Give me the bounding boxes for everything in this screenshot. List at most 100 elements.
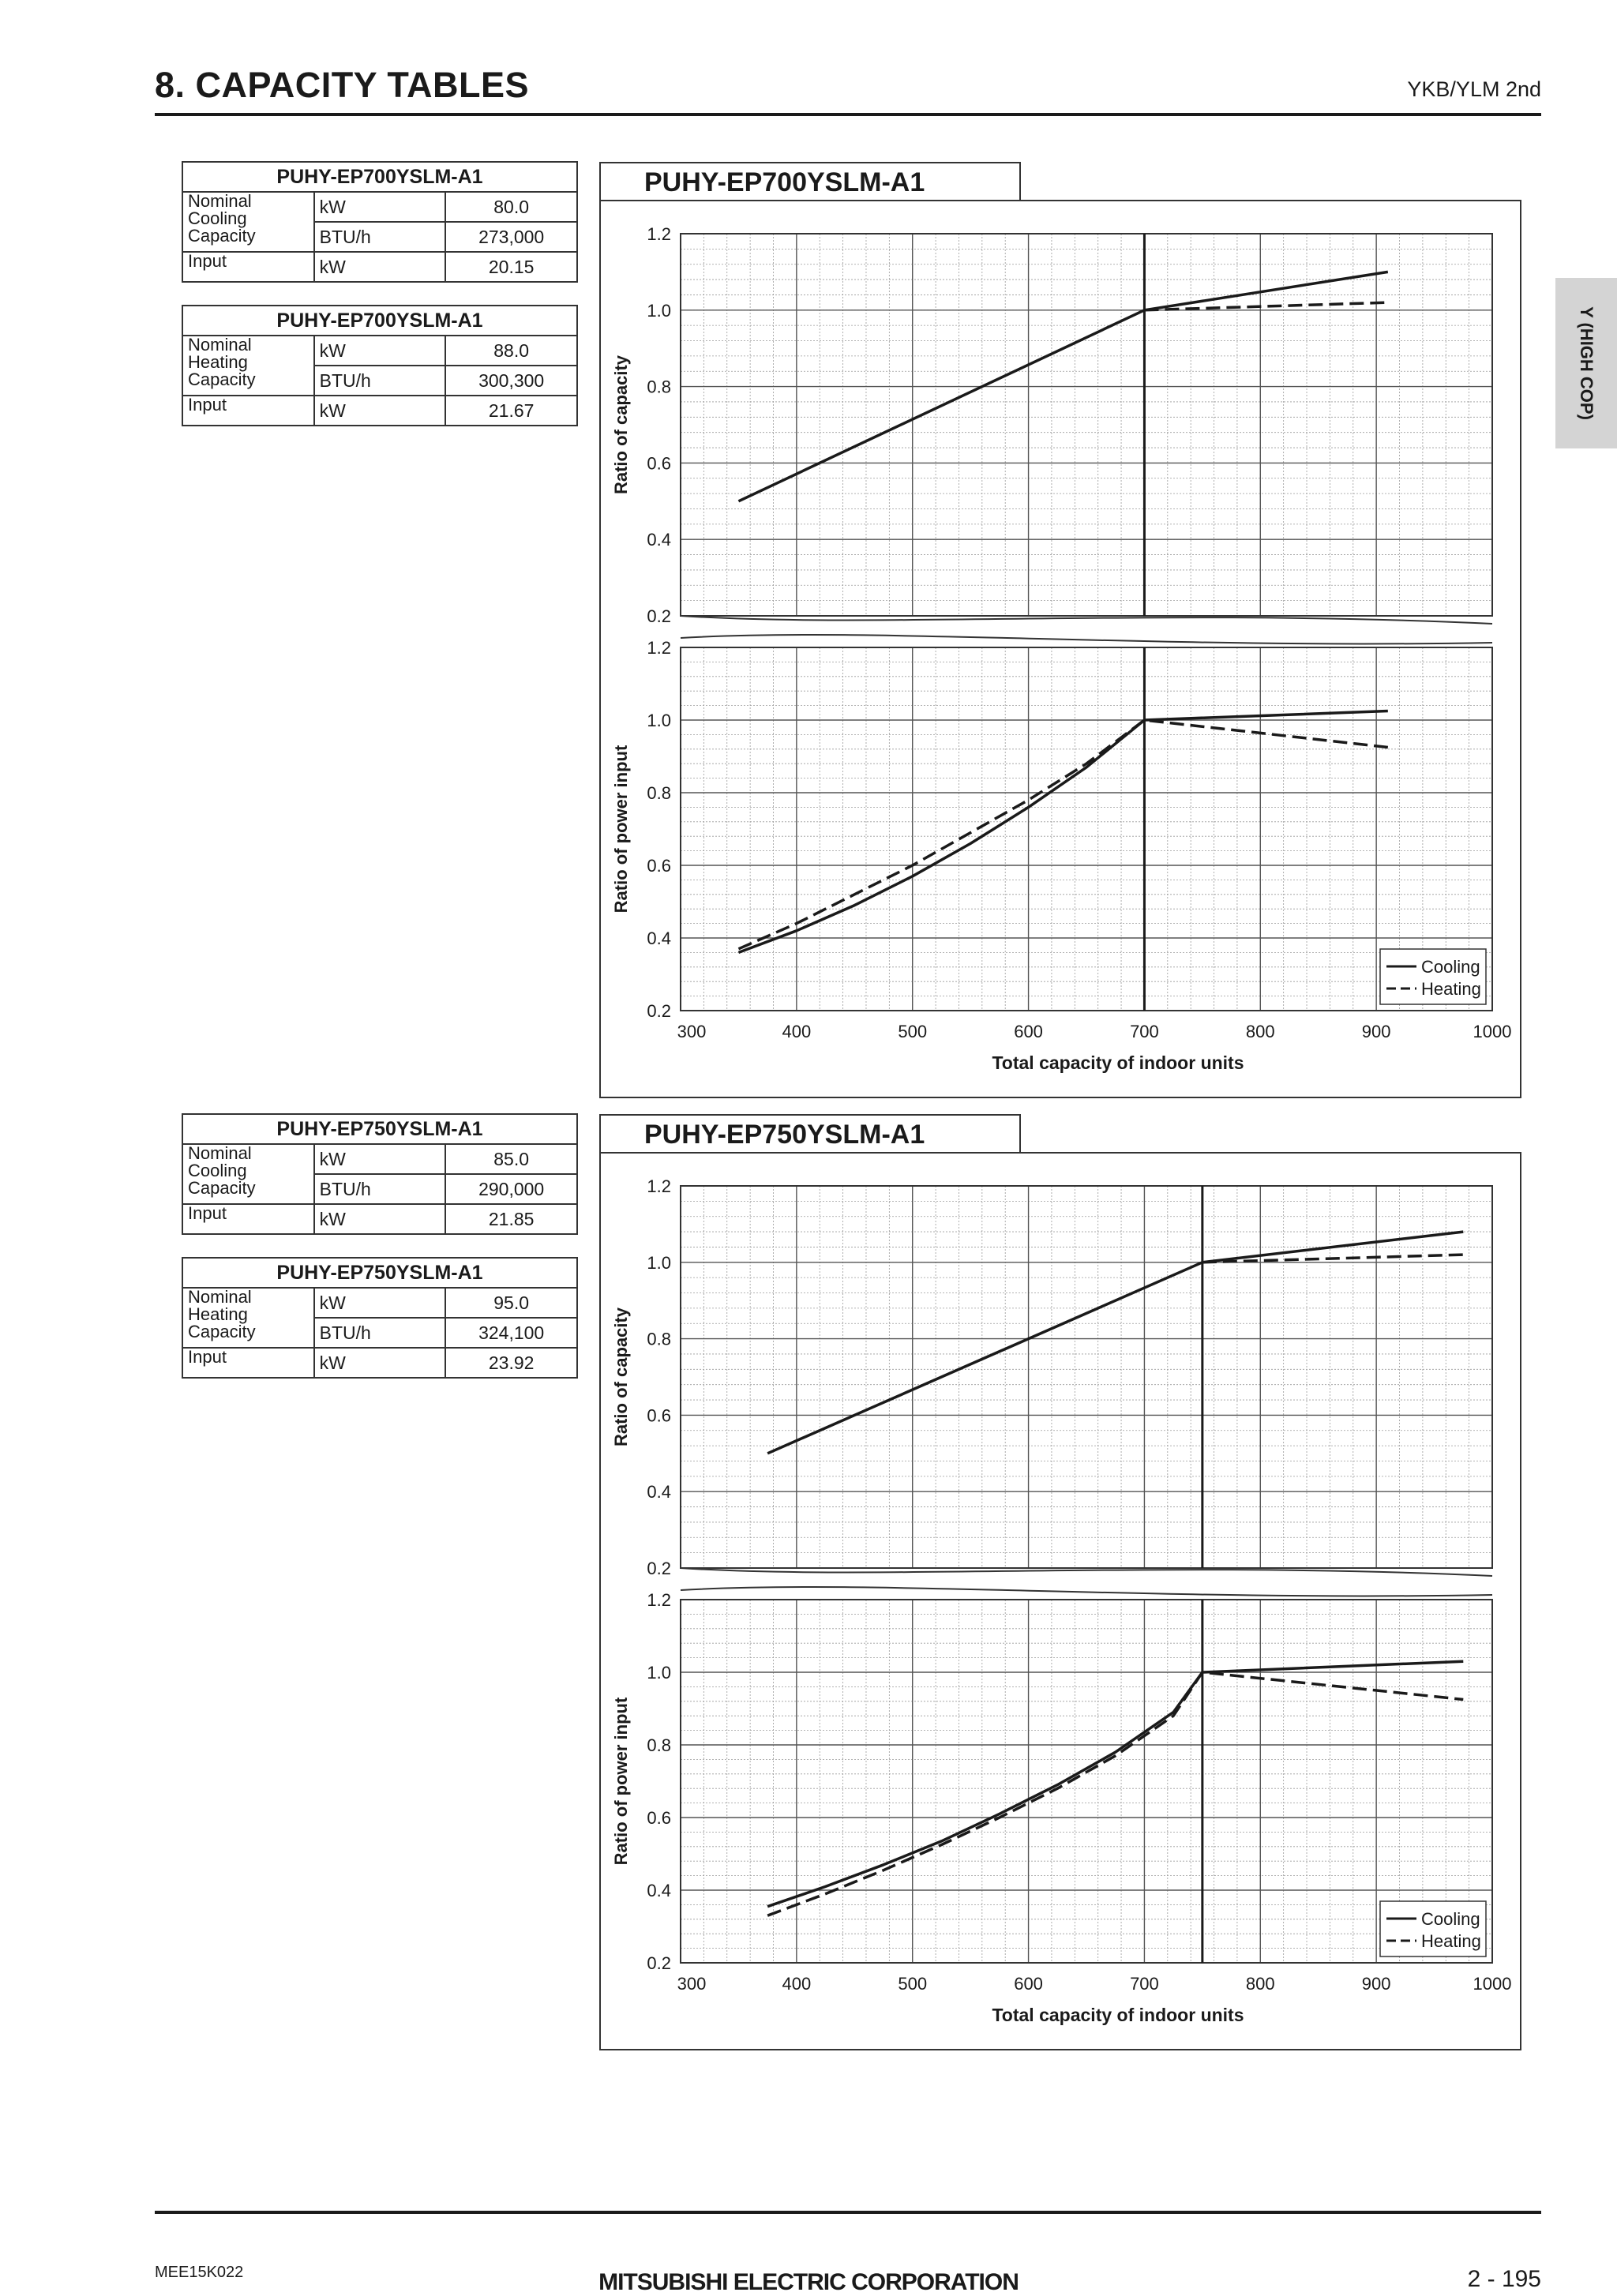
company-name: MITSUBISHI ELECTRIC CORPORATION — [598, 2269, 1019, 2295]
y-tick-label: 0.6 — [647, 1405, 671, 1425]
header-rule — [155, 113, 1541, 116]
axis-break-mark — [680, 1567, 1493, 1577]
spec-table-ep700-cooling: PUHY-EP700YSLM-A1 Nominal Cooling Capaci… — [182, 161, 578, 283]
y-axis-label: Ratio of capacity — [611, 355, 631, 494]
legend-label-cooling: Cooling — [1421, 1909, 1480, 1929]
x-tick-label: 900 — [1362, 1022, 1391, 1041]
spec-table-value: 324,100 — [445, 1317, 578, 1349]
side-tab-label: Y (HIGH COP) — [1577, 306, 1596, 420]
y-tick-label: 0.4 — [647, 1881, 671, 1900]
spec-table-model: PUHY-EP700YSLM-A1 — [182, 305, 578, 336]
spec-table-label: Nominal Heating Capacity — [182, 1287, 315, 1349]
spec-table-value: 85.0 — [445, 1143, 578, 1175]
spec-table-ep750-heating: PUHY-EP750YSLM-A1 Nominal Heating Capaci… — [182, 1257, 578, 1379]
plot-area — [680, 1599, 1493, 1964]
series-line-heating-panel-2 — [737, 718, 1389, 951]
capacity-chart-ep700: PUHY-EP700YSLM-A1 0.2 0.4 0.6 0.8 1.0 1.2 Ratio… — [599, 162, 1521, 1098]
side-tab: Y (HIGH COP) — [1555, 278, 1617, 448]
x-tick-label: 500 — [898, 1974, 927, 1994]
capacity-chart-ep750: PUHY-EP750YSLM-A1 0.2 0.4 0.6 0.8 1.0 1.2 Ratio… — [599, 1114, 1521, 2050]
spec-table-value: 88.0 — [445, 335, 578, 366]
y-tick-label: 0.6 — [647, 856, 671, 876]
axis-break-mark — [680, 615, 1493, 625]
spec-table-ep700-heating: PUHY-EP700YSLM-A1 Nominal Heating Capaci… — [182, 305, 578, 426]
x-tick-label: 500 — [898, 1022, 927, 1041]
spec-table-model: PUHY-EP750YSLM-A1 — [182, 1113, 578, 1145]
series-line-cooling-panel-2 — [767, 1660, 1464, 1908]
spec-table-value: 23.92 — [445, 1347, 578, 1379]
chart-frame — [599, 200, 1521, 1098]
y-tick-label: 1.0 — [647, 1663, 671, 1683]
x-tick-label: 1000 — [1473, 1022, 1512, 1041]
y-axis-label: Ratio of power input — [611, 745, 631, 913]
spec-table-input-label: Input — [182, 395, 315, 426]
x-tick-label: 300 — [677, 1974, 707, 1994]
y-axis-label: Ratio of capacity — [611, 1307, 631, 1446]
page-number: 2 - 195 — [1467, 2266, 1541, 2292]
spec-table-ep750-cooling: PUHY-EP750YSLM-A1 Nominal Cooling Capaci… — [182, 1113, 578, 1235]
plot-area — [680, 647, 1493, 1011]
x-tick-label: 700 — [1130, 1974, 1159, 1994]
chart-title-tab — [599, 162, 1021, 201]
y-tick-label: 0.2 — [647, 1001, 671, 1021]
spec-table-value: 95.0 — [445, 1287, 578, 1319]
spec-table-value: 21.85 — [445, 1203, 578, 1235]
chart-frame — [599, 1152, 1521, 2050]
spec-table-label: Nominal Cooling Capacity — [182, 1143, 315, 1205]
spec-table-unit: BTU/h — [313, 1317, 447, 1349]
series-label: YKB/YLM 2nd — [1407, 77, 1541, 101]
y-tick-label: 0.4 — [647, 929, 671, 948]
legend-label-cooling: Cooling — [1421, 957, 1480, 977]
spec-table-unit: kW — [313, 1203, 447, 1235]
y-tick-label: 0.8 — [647, 1735, 671, 1755]
x-tick-label: 700 — [1130, 1022, 1159, 1041]
y-tick-label: 1.2 — [647, 638, 671, 658]
footer-rule — [155, 2211, 1541, 2214]
spec-table-value: 21.67 — [445, 395, 578, 426]
plot-area — [680, 1185, 1493, 1569]
legend-box — [1379, 1900, 1487, 1957]
spec-table-value: 80.0 — [445, 191, 578, 223]
axis-break-mark — [680, 1586, 1493, 1597]
series-line-heating-panel-2 — [767, 1671, 1464, 1917]
y-axis-label: Ratio of power input — [611, 1697, 631, 1865]
spec-table-unit: kW — [313, 395, 447, 426]
x-axis-label: Total capacity of indoor units — [992, 2005, 1244, 2025]
spec-table-unit: BTU/h — [313, 365, 447, 396]
series-line-heating-panel-1 — [1202, 1253, 1464, 1264]
y-tick-label: 0.2 — [647, 1559, 671, 1578]
x-tick-label: 400 — [782, 1974, 811, 1994]
spec-table-unit: kW — [313, 1143, 447, 1175]
y-tick-label: 1.2 — [647, 1176, 671, 1196]
x-tick-label: 1000 — [1473, 1974, 1512, 1994]
document-code: MEE15K022 — [155, 2264, 244, 2281]
spec-table-model: PUHY-EP750YSLM-A1 — [182, 1257, 578, 1289]
y-tick-label: 0.8 — [647, 783, 671, 803]
spec-table-unit: kW — [313, 335, 447, 366]
y-tick-label: 0.6 — [647, 1808, 671, 1828]
series-line-cooling-panel-2 — [737, 709, 1388, 955]
x-tick-label: 400 — [782, 1022, 811, 1041]
legend-box — [1379, 948, 1487, 1005]
x-tick-label: 600 — [1014, 1974, 1043, 1994]
spec-table-unit: BTU/h — [313, 221, 447, 253]
y-tick-label: 0.8 — [647, 377, 671, 397]
spec-table-unit: kW — [313, 1287, 447, 1319]
chart-title: PUHY-EP750YSLM-A1 — [644, 1120, 925, 1150]
axis-break-mark — [680, 634, 1493, 645]
legend-label-heating: Heating — [1421, 1931, 1481, 1951]
y-tick-label: 1.0 — [647, 711, 671, 730]
spec-table-input-label: Input — [182, 1203, 315, 1235]
legend-label-heating: Heating — [1421, 979, 1481, 999]
y-tick-label: 1.2 — [647, 224, 671, 244]
spec-table-unit: BTU/h — [313, 1173, 447, 1205]
spec-table-label: Nominal Cooling Capacity — [182, 191, 315, 253]
chart-title-tab — [599, 1114, 1021, 1153]
x-tick-label: 300 — [677, 1022, 707, 1041]
plot-area — [680, 233, 1493, 617]
y-tick-label: 0.2 — [647, 606, 671, 626]
y-tick-label: 0.4 — [647, 1482, 671, 1502]
spec-table-label: Nominal Heating Capacity — [182, 335, 315, 396]
x-tick-label: 800 — [1246, 1974, 1275, 1994]
spec-table-model: PUHY-EP700YSLM-A1 — [182, 161, 578, 193]
